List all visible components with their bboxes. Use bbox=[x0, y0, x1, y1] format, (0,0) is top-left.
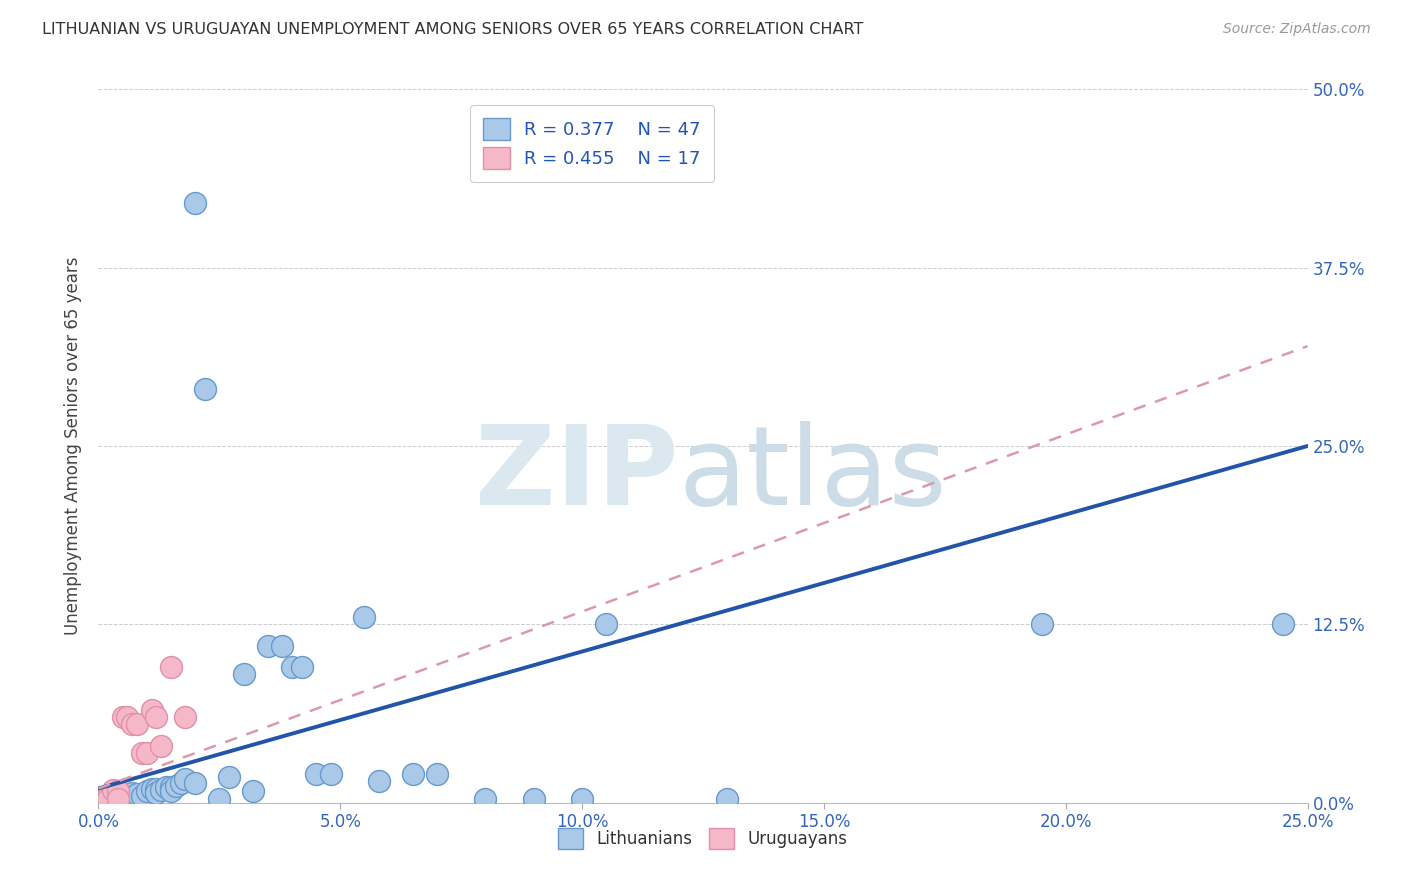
Point bbox=[208, 791, 231, 805]
Point bbox=[256, 639, 278, 653]
Point bbox=[184, 196, 207, 211]
Point bbox=[426, 767, 449, 781]
Text: ZIP: ZIP bbox=[475, 421, 679, 528]
Point bbox=[121, 790, 143, 805]
Point bbox=[281, 660, 304, 674]
Point bbox=[290, 660, 312, 674]
Point bbox=[101, 787, 124, 801]
Point bbox=[107, 784, 129, 798]
Point bbox=[145, 781, 167, 796]
Point bbox=[1272, 617, 1295, 632]
Text: Source: ZipAtlas.com: Source: ZipAtlas.com bbox=[1223, 22, 1371, 37]
Point bbox=[174, 710, 197, 724]
Point bbox=[1031, 617, 1053, 632]
Point bbox=[97, 791, 120, 805]
Point bbox=[101, 783, 124, 797]
Point bbox=[595, 617, 617, 632]
Text: atlas: atlas bbox=[679, 421, 948, 528]
Y-axis label: Unemployment Among Seniors over 65 years: Unemployment Among Seniors over 65 years bbox=[65, 257, 83, 635]
Point bbox=[111, 791, 134, 805]
Text: LITHUANIAN VS URUGUAYAN UNEMPLOYMENT AMONG SENIORS OVER 65 YEARS CORRELATION CHA: LITHUANIAN VS URUGUAYAN UNEMPLOYMENT AMO… bbox=[42, 22, 863, 37]
Point bbox=[165, 779, 187, 793]
Point bbox=[97, 789, 120, 803]
Point bbox=[160, 660, 183, 674]
Point bbox=[194, 382, 217, 396]
Point bbox=[218, 770, 240, 784]
Point bbox=[571, 791, 593, 805]
Point bbox=[107, 791, 129, 805]
Point bbox=[107, 790, 129, 805]
Point bbox=[91, 791, 114, 805]
Point bbox=[97, 789, 120, 803]
Point bbox=[111, 710, 134, 724]
Point bbox=[127, 787, 149, 801]
Point bbox=[117, 789, 139, 803]
Point bbox=[121, 786, 143, 800]
Point bbox=[150, 739, 173, 753]
Point bbox=[271, 639, 294, 653]
Point bbox=[169, 776, 191, 790]
Point bbox=[111, 787, 134, 801]
Legend: Lithuanians, Uruguayans: Lithuanians, Uruguayans bbox=[548, 818, 858, 859]
Point bbox=[141, 781, 163, 796]
Point bbox=[150, 783, 173, 797]
Point bbox=[319, 767, 342, 781]
Point bbox=[145, 710, 167, 724]
Point bbox=[184, 776, 207, 790]
Point bbox=[121, 717, 143, 731]
Point bbox=[91, 790, 114, 805]
Point bbox=[368, 774, 391, 789]
Point bbox=[716, 791, 738, 805]
Point bbox=[174, 772, 197, 786]
Point bbox=[145, 786, 167, 800]
Point bbox=[353, 610, 375, 624]
Point bbox=[135, 746, 157, 760]
Point bbox=[474, 791, 496, 805]
Point bbox=[523, 791, 546, 805]
Point bbox=[135, 784, 157, 798]
Point bbox=[131, 789, 153, 803]
Point bbox=[127, 717, 149, 731]
Point bbox=[141, 703, 163, 717]
Point bbox=[131, 746, 153, 760]
Point bbox=[117, 710, 139, 724]
Point bbox=[155, 780, 177, 794]
Point bbox=[242, 784, 264, 798]
Point bbox=[101, 791, 124, 805]
Point bbox=[232, 667, 254, 681]
Point bbox=[160, 784, 183, 798]
Point bbox=[305, 767, 328, 781]
Point bbox=[160, 780, 183, 794]
Point bbox=[402, 767, 425, 781]
